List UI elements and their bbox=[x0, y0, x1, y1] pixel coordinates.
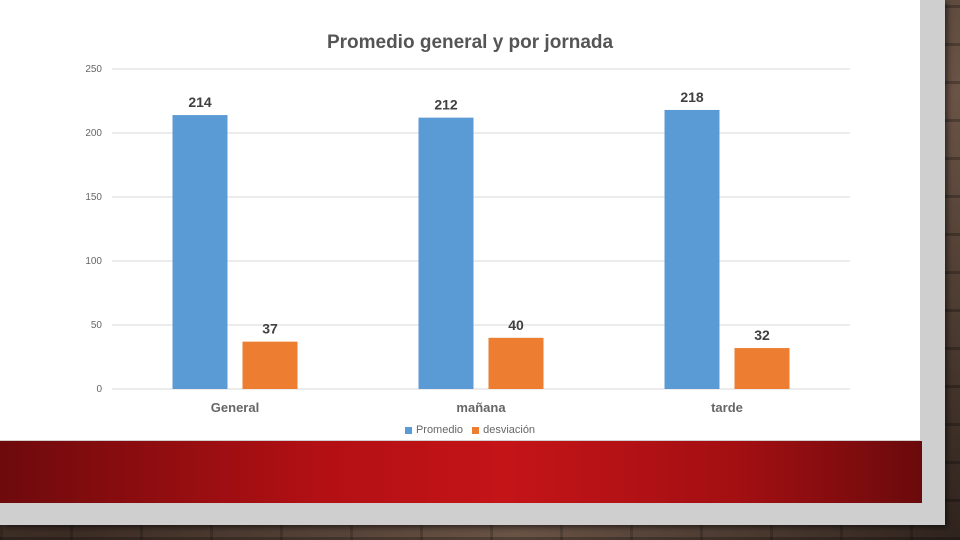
legend-swatch-desviacion bbox=[472, 426, 480, 434]
chart-legend: Promedio desviación bbox=[0, 424, 940, 437]
y-tick-label: 250 bbox=[85, 64, 102, 75]
legend-item-promedio: Promedio bbox=[404, 424, 464, 436]
legend-item-desviacion: desviación bbox=[472, 424, 535, 436]
y-tick-label: 100 bbox=[85, 256, 102, 267]
bar-promedio bbox=[664, 109, 720, 390]
bar-desviacion bbox=[488, 337, 544, 389]
data-label: 218 bbox=[680, 89, 704, 105]
data-label: 212 bbox=[434, 97, 458, 113]
data-label: 37 bbox=[262, 321, 278, 337]
data-label: 40 bbox=[508, 317, 524, 333]
data-label: 32 bbox=[754, 327, 770, 343]
x-category-label: mañana bbox=[456, 400, 506, 415]
y-tick-label: 50 bbox=[91, 320, 103, 331]
bar-desviacion bbox=[242, 341, 298, 389]
y-tick-label: 200 bbox=[85, 128, 102, 139]
bar-promedio bbox=[172, 115, 228, 389]
decorative-red-band bbox=[0, 440, 922, 503]
y-tick-label: 150 bbox=[85, 192, 102, 203]
legend-swatch-promedio bbox=[404, 426, 412, 434]
bar-promedio bbox=[418, 117, 474, 389]
legend-label-promedio: Promedio bbox=[415, 424, 464, 436]
x-category-label: tarde bbox=[711, 400, 743, 415]
legend-label-desviacion: desviación bbox=[483, 424, 536, 436]
x-category-label: General bbox=[211, 400, 259, 415]
bar-chart: 0 50 100 150 200 250 214 37 General 212 40 mañana 21… bbox=[85, 64, 850, 415]
bar-desviacion bbox=[734, 348, 790, 389]
slide-panel: Promedio general y por jornada 0 50 100 150… bbox=[0, 0, 945, 525]
chart-area: Promedio general y por jornada 0 50 100 150… bbox=[0, 0, 920, 440]
chart-title: Promedio general y por jornada bbox=[326, 32, 614, 53]
y-tick-label: 0 bbox=[96, 384, 102, 395]
data-label: 214 bbox=[188, 94, 212, 110]
